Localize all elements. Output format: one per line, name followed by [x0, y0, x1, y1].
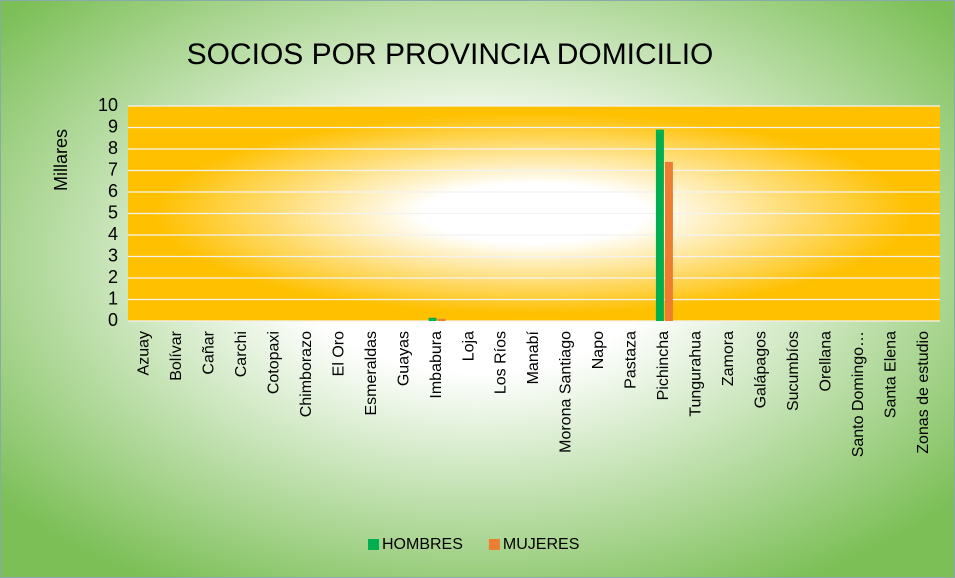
x-tick-label: Cotopaxi: [265, 331, 282, 394]
bar: [437, 318, 446, 321]
legend-label: HOMBRES: [382, 536, 463, 553]
y-tick-label: 1: [108, 288, 118, 308]
x-tick-label: Carchi: [233, 331, 250, 377]
x-tick-label: Imbabura: [428, 331, 445, 399]
x-tick-label: El Oro: [330, 331, 347, 376]
x-tick-label: Bolívar: [168, 330, 185, 380]
x-tick-label: Galápagos: [753, 331, 770, 408]
y-axis-label: Millares: [51, 129, 71, 191]
x-tick-label: Morona Santiago: [558, 331, 575, 453]
legend-label: MUJERES: [503, 536, 579, 553]
x-tick-label: Santo Domingo…: [850, 331, 867, 457]
x-tick-label: Azuay: [135, 331, 152, 375]
x-tick-label: Orellana: [818, 331, 835, 392]
y-tick-label: 9: [108, 116, 118, 136]
x-tick-label: Pichincha: [655, 331, 672, 400]
y-tick-label: 6: [108, 181, 118, 201]
bar: [655, 129, 664, 321]
bar: [428, 317, 437, 321]
x-tick-label: Zonas de estudio: [915, 331, 932, 454]
legend-swatch: [488, 539, 500, 550]
x-tick-label: Napo: [590, 331, 607, 369]
x-tick-label: Los Ríos: [493, 331, 510, 394]
y-tick-label: 7: [108, 159, 118, 179]
y-tick-label: 5: [108, 202, 118, 222]
x-tick-label: Santa Elena: [882, 331, 899, 418]
y-tick-label: 0: [108, 310, 118, 330]
x-tick-label: Chimborazo: [298, 331, 315, 417]
y-tick-label: 10: [98, 95, 118, 115]
bar: [664, 161, 673, 321]
x-tick-label: Pastaza: [623, 331, 640, 389]
x-tick-label: Guayas: [395, 331, 412, 386]
x-tick-label: Esmeraldas: [363, 331, 380, 415]
y-tick-label: 3: [108, 245, 118, 265]
x-tick-label: Manabí: [525, 330, 542, 384]
x-tick-label: Loja: [460, 331, 477, 361]
legend-swatch: [368, 539, 379, 550]
y-tick-label: 4: [108, 224, 118, 244]
y-tick-label: 2: [108, 267, 118, 287]
x-tick-label: Cañar: [200, 330, 217, 374]
y-tick-label: 8: [108, 138, 118, 158]
chart-title: SOCIOS POR PROVINCIA DOMICILIO: [187, 38, 714, 71]
x-tick-label: Zamora: [720, 331, 737, 386]
x-tick-label: Sucumbíos: [785, 331, 802, 411]
x-tick-label: Tungurahua: [688, 331, 705, 417]
